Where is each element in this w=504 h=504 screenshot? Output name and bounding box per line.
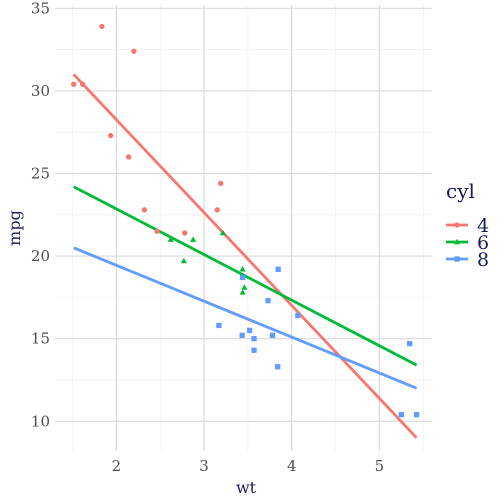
legend-label-cyl-8: 8 [477,249,489,271]
y-axis-title: mpg [5,210,24,246]
data-point-cyl-8 [406,340,413,347]
legend-key-marker-cyl-6 [453,238,461,245]
data-point-cyl-4 [131,48,137,54]
data-point-cyl-8 [246,327,253,334]
legend-label-cyl-6: 6 [477,232,489,254]
x-axis-title: wt [236,478,257,497]
x-tick-label: 2 [112,457,122,475]
data-point-cyl-4 [71,81,77,87]
x-axis-ticks: 2 3 4 5 [112,457,385,475]
data-points [71,23,420,418]
legend: cyl 468 [446,179,489,271]
data-point-cyl-6 [241,284,248,290]
data-point-cyl-4 [125,154,132,160]
data-point-cyl-4 [108,132,114,139]
y-tick-label: 10 [31,412,50,430]
y-tick-label: 25 [31,164,50,182]
grid-minor [55,5,432,451]
data-point-cyl-8 [216,322,222,329]
fit-line-cyl-4 [72,73,418,439]
data-point-cyl-8 [275,266,281,272]
legend-label-cyl-4: 4 [477,215,489,237]
y-tick-label: 35 [31,0,50,17]
x-tick-label: 4 [287,457,297,475]
data-point-cyl-8 [398,411,404,418]
data-point-cyl-8 [251,347,257,353]
data-point-cyl-4 [218,180,224,187]
data-point-cyl-4 [79,81,86,87]
data-point-cyl-6 [167,236,174,242]
data-point-cyl-8 [269,332,276,339]
data-point-cyl-6 [239,266,246,272]
y-tick-label: 15 [31,330,50,348]
data-point-cyl-6 [190,236,197,242]
data-point-cyl-8 [295,312,301,319]
data-point-cyl-8 [413,411,420,418]
data-point-cyl-4 [214,207,220,213]
data-point-cyl-8 [239,332,245,339]
x-tick-label: 3 [199,457,209,475]
data-point-cyl-8 [265,298,271,304]
data-point-cyl-8 [251,336,257,342]
data-point-cyl-4 [154,228,160,234]
data-point-cyl-8 [239,274,246,281]
data-point-cyl-4 [141,207,148,213]
legend-key-marker-cyl-8 [454,256,460,262]
data-point-cyl-8 [275,364,281,370]
legend-key-marker-cyl-4 [454,222,460,228]
data-point-cyl-6 [219,229,226,236]
data-point-cyl-6 [239,289,246,295]
grid-major [55,5,432,451]
x-tick-label: 5 [375,457,385,475]
fit-line-cyl-8 [73,246,418,390]
data-point-cyl-6 [180,257,187,264]
y-tick-label: 30 [31,82,50,100]
y-axis-ticks: 10 15 20 25 30 35 [31,0,50,430]
data-point-cyl-4 [99,23,105,30]
y-tick-label: 20 [31,247,50,265]
data-point-cyl-4 [182,230,188,236]
legend-title: cyl [446,179,475,203]
